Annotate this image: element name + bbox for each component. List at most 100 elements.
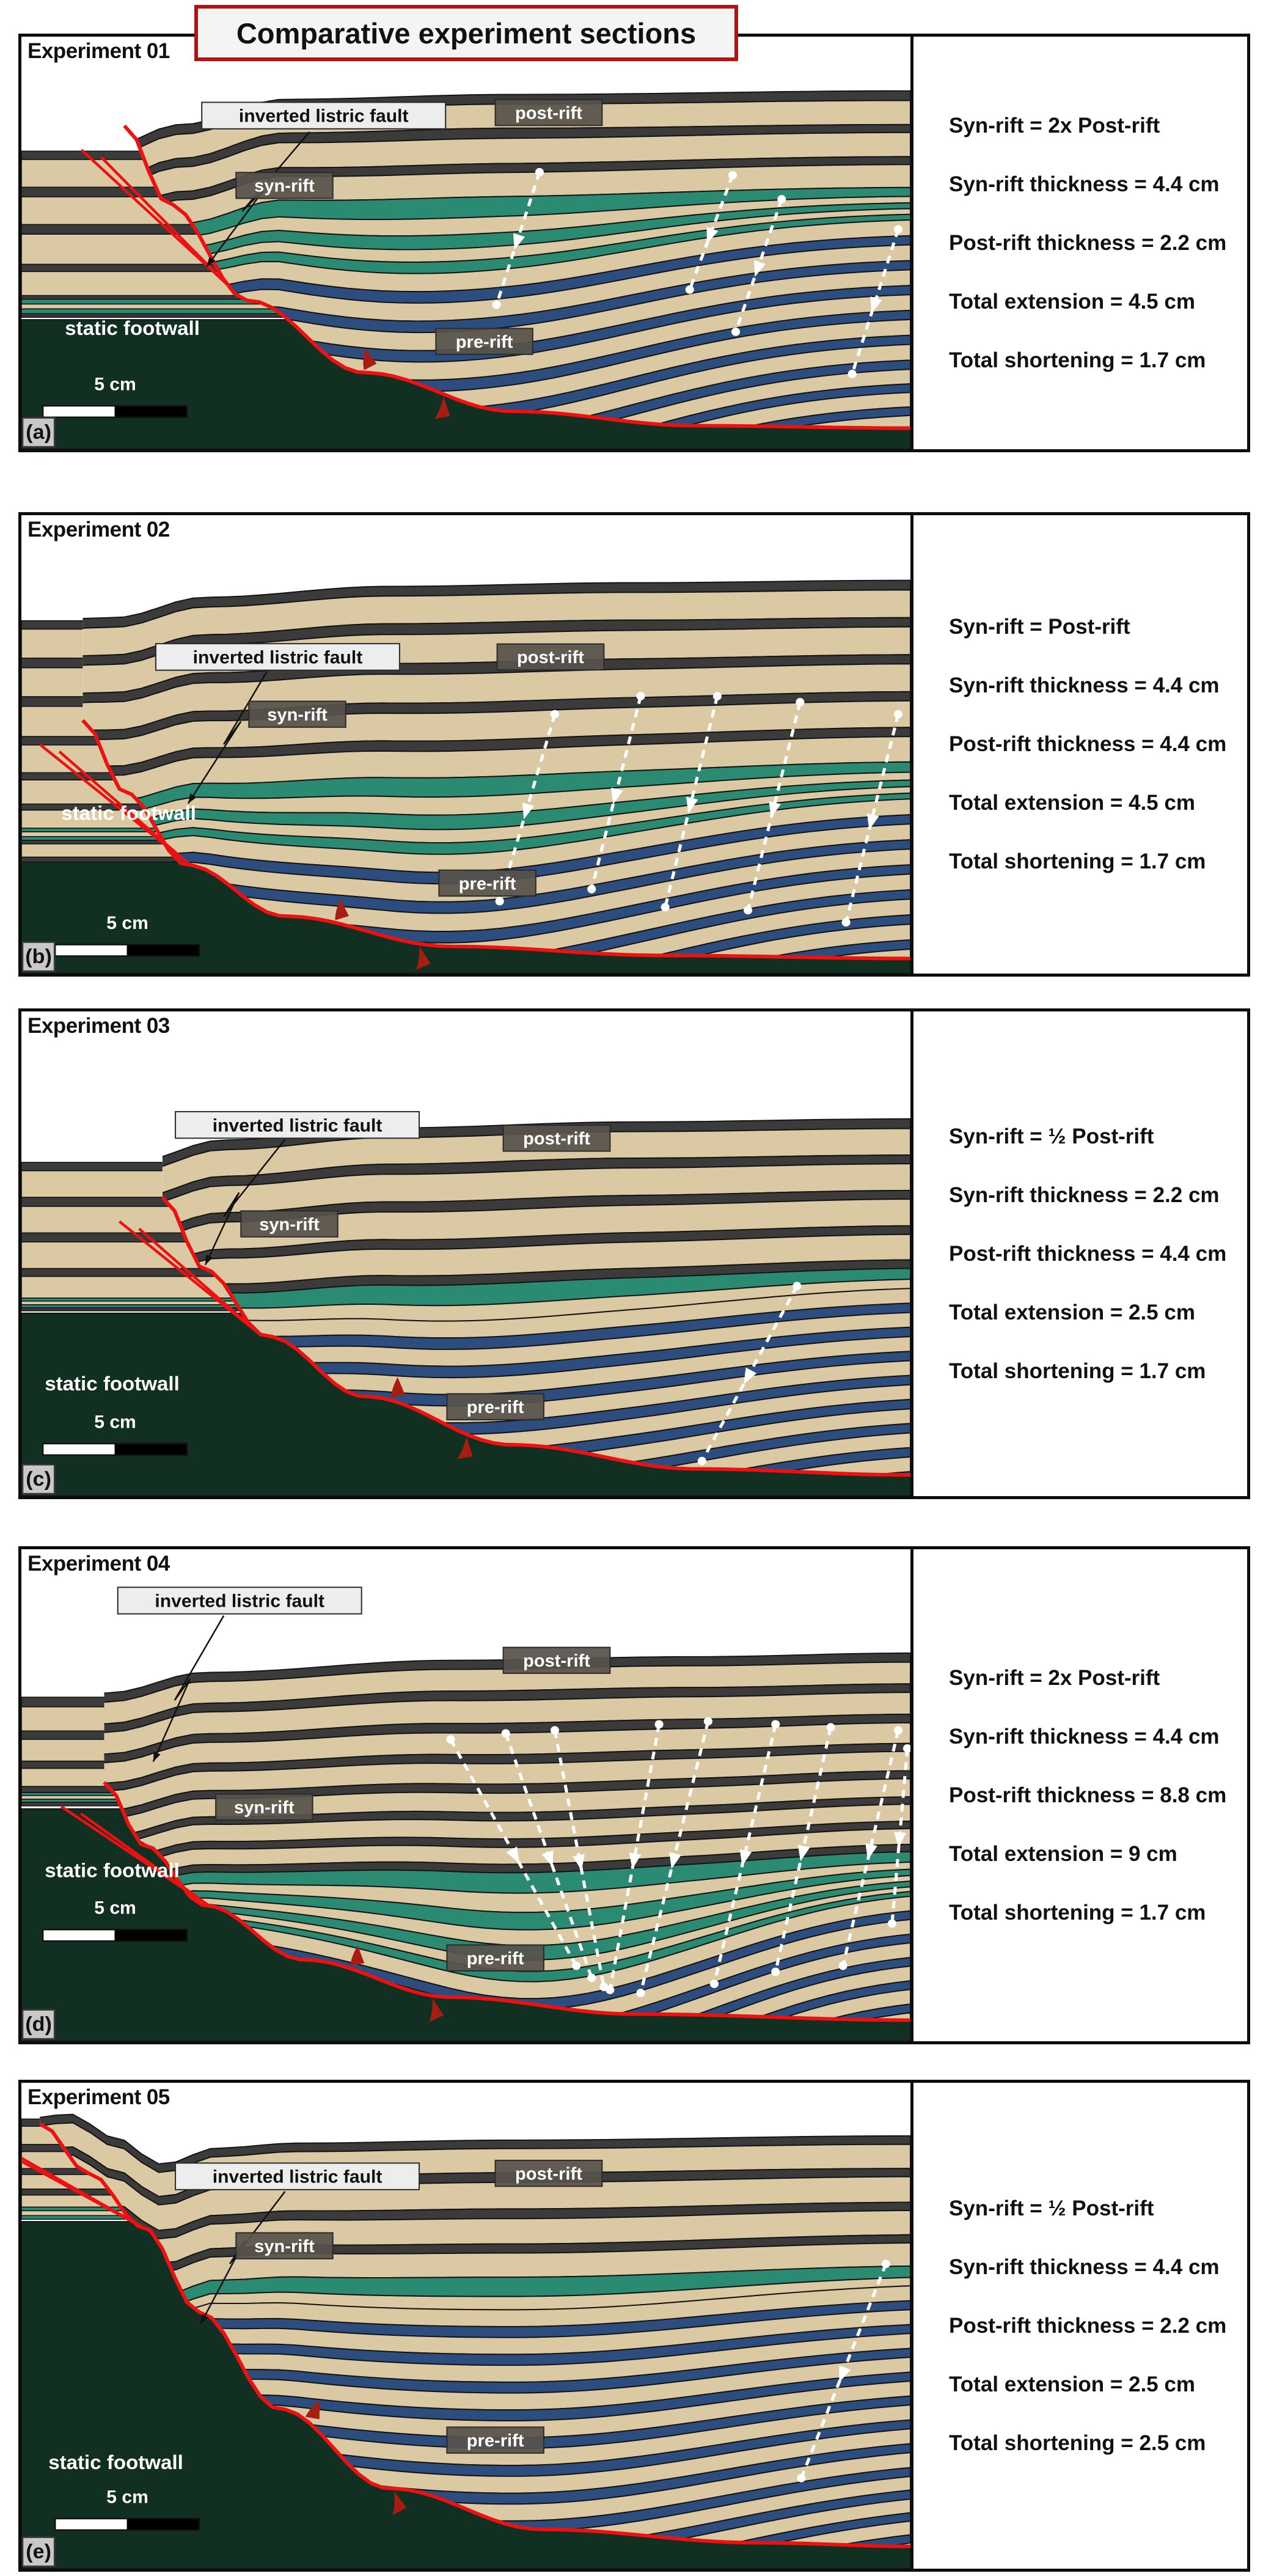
scale-label: 5 cm [94, 375, 136, 395]
inverted-listric-fault-label: inverted listric fault [117, 1587, 362, 1615]
syn-rift-label: syn-rift [248, 700, 346, 728]
experiment-label-c: Experiment 03 [27, 1014, 170, 1038]
scale-bar: 5 cm [42, 1898, 188, 1942]
post-rift-label: post-rift [502, 1125, 611, 1152]
stat-line: Total shortening = 2.5 cm [949, 2431, 1206, 2455]
stat-line: Total shortening = 1.7 cm [949, 1900, 1206, 1925]
stat-line: Post-rift thickness = 2.2 cm [949, 230, 1227, 255]
stat-line: Syn-rift thickness = 4.4 cm [949, 673, 1220, 697]
scale-label: 5 cm [94, 1412, 136, 1433]
dashed-normal-fault [661, 692, 722, 912]
panel-letter-box: (b) [21, 941, 56, 972]
dashed-normal-fault [887, 1744, 910, 1928]
post-rift-label: post-rift [494, 2159, 603, 2187]
stat-line: Syn-rift thickness = 4.4 cm [949, 172, 1220, 196]
fault-pointer-line [206, 131, 310, 268]
dashed-normal-fault [550, 1726, 609, 1992]
experiment-label-a: Experiment 01 [27, 39, 170, 63]
stat-line: Syn-rift = Post-rift [949, 615, 1130, 639]
svg-text:post-rift: post-rift [523, 1651, 590, 1671]
svg-text:syn-rift: syn-rift [267, 705, 328, 725]
cross-section-panel-b: inverted listric fault post-rift syn-rift p… [18, 512, 910, 977]
dashed-normal-fault [606, 1720, 664, 1994]
pre-rift-label: pre-rift [446, 1944, 544, 1972]
svg-text:syn-rift: syn-rift [254, 2237, 315, 2256]
stat-line: Syn-rift thickness = 2.2 cm [949, 1183, 1220, 1207]
fault-pointer-line [204, 1139, 286, 1266]
stat-line: Total extension = 2.5 cm [949, 2372, 1195, 2396]
figure-title: Comparative experiment sections [236, 17, 697, 50]
syn-rift-label: syn-rift [215, 1793, 313, 1821]
experiment-row-a: inverted listric fault post-rift syn-rift p… [18, 34, 1250, 452]
dashed-normal-fault [636, 1717, 712, 1997]
panel-letter: (b) [25, 945, 52, 968]
listric-fault-line [161, 1196, 910, 1477]
inverted-listric-fault-label: inverted listric fault [175, 2162, 420, 2190]
fault-splay [80, 1812, 210, 1907]
experiment-label-e: Experiment 05 [27, 2085, 170, 2109]
pointer-arrowhead-icon [207, 257, 216, 267]
half-arrow-icon [390, 1377, 405, 1398]
stats-panel-c: Syn-rift = ½ Post-rift Syn-rift thicknes… [910, 1008, 1250, 1499]
svg-text:pre-rift: pre-rift [459, 874, 516, 894]
pre-rift-label: pre-rift [446, 1393, 544, 1421]
svg-text:syn-rift: syn-rift [234, 1798, 295, 1818]
half-arrow-icon [350, 1945, 365, 1966]
dashed-normal-fault [797, 2259, 890, 2482]
experiment-row-d: inverted listric fault post-rift syn-rift p… [18, 1546, 1250, 2044]
svg-text:pre-rift: pre-rift [467, 1949, 524, 1969]
scale-label: 5 cm [94, 1898, 136, 1918]
pre-rift-label: pre-rift [438, 869, 536, 897]
post-rift-label: post-rift [502, 1646, 611, 1674]
dashed-normal-fault [446, 1735, 581, 1970]
dashed-normal-fault [838, 1726, 902, 1970]
stat-line: Post-rift thickness = 8.8 cm [949, 1783, 1227, 1807]
pre-rift-label: pre-rift [446, 2426, 544, 2454]
svg-text:post-rift: post-rift [517, 648, 584, 667]
fault-splay [21, 2156, 154, 2234]
experiment-row-e: inverted listric fault post-rift syn-rift p… [18, 2080, 1250, 2572]
experiment-label-b: Experiment 02 [27, 518, 170, 541]
svg-text:inverted listric fault: inverted listric fault [213, 2167, 383, 2187]
half-arrow-icon [392, 2491, 407, 2515]
half-arrow-icon [363, 348, 377, 370]
experiment-label-d: Experiment 04 [27, 1552, 170, 1576]
dashed-normal-fault [501, 1729, 596, 1983]
static-footwall-label: static footwall [65, 317, 200, 339]
pointer-arrowhead-icon [205, 1254, 213, 1265]
listric-fault-line [81, 719, 910, 961]
svg-text:syn-rift: syn-rift [254, 177, 315, 196]
dashed-normal-fault [587, 692, 645, 894]
experiment-row-c: inverted listric fault post-rift syn-rift p… [18, 1008, 1250, 1499]
dashed-normal-fault [697, 1282, 802, 1466]
cross-section-panel-e: inverted listric fault post-rift syn-rift p… [18, 2080, 910, 2572]
stat-line: Total shortening = 1.7 cm [949, 348, 1206, 372]
dashed-normal-fault [771, 1723, 835, 1976]
fault-pointer-line [152, 1615, 225, 1763]
fault-splay [100, 156, 228, 285]
panel-letter-box: (c) [21, 1464, 56, 1495]
cross-section-drawing-b: inverted listric fault post-rift syn-rift p… [21, 579, 910, 974]
stat-line: Total extension = 2.5 cm [949, 1300, 1195, 1324]
inverted-listric-fault-label: inverted listric fault [201, 101, 447, 130]
svg-text:inverted listric fault: inverted listric fault [239, 106, 409, 127]
scale-bar: 5 cm [54, 913, 200, 957]
stat-line: Post-rift thickness = 2.2 cm [949, 2313, 1227, 2338]
svg-text:post-rift: post-rift [515, 104, 582, 123]
svg-text:inverted listric fault: inverted listric fault [155, 1591, 324, 1612]
static-footwall-label: static footwall [45, 1372, 180, 1395]
dashed-normal-fault [841, 710, 902, 927]
stat-line: Post-rift thickness = 4.4 cm [949, 732, 1227, 756]
dashed-normal-fault [731, 195, 786, 336]
stat-line: Total shortening = 1.7 cm [949, 1359, 1206, 1383]
stat-line: Syn-rift thickness = 4.4 cm [949, 1724, 1220, 1749]
dashed-normal-fault [495, 710, 560, 906]
svg-text:post-rift: post-rift [523, 1129, 590, 1149]
svg-text:pre-rift: pre-rift [456, 332, 513, 352]
stat-line: Syn-rift = 2x Post-rift [949, 113, 1160, 138]
basin-strata [40, 2113, 910, 2547]
svg-text:pre-rift: pre-rift [467, 2431, 524, 2451]
scale-bar: 5 cm [42, 1412, 188, 1456]
svg-text:inverted listric fault: inverted listric fault [213, 1116, 383, 1136]
panel-letter-box: (a) [21, 417, 56, 448]
